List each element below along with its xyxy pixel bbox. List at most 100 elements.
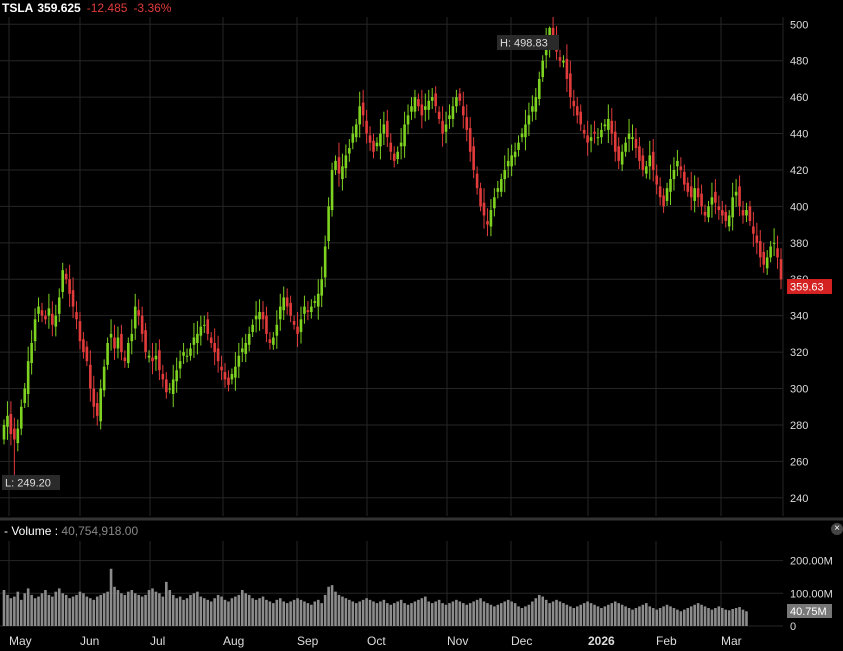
candle-body bbox=[410, 106, 413, 112]
volume-tick-label: 0 bbox=[790, 621, 796, 633]
volume-bar bbox=[610, 603, 614, 626]
volume-bar bbox=[420, 598, 424, 626]
volume-bar bbox=[389, 604, 393, 626]
close-volume-panel-button[interactable]: × bbox=[831, 523, 843, 535]
candle-body bbox=[247, 333, 251, 345]
candle-body bbox=[752, 226, 755, 234]
volume-bar bbox=[700, 604, 703, 626]
volume-bar bbox=[261, 596, 265, 626]
volume-bar bbox=[620, 604, 624, 626]
candle-body bbox=[720, 210, 724, 216]
candle-body bbox=[244, 342, 248, 354]
volume-bar bbox=[513, 603, 517, 626]
volume-bar bbox=[330, 585, 334, 626]
ticker-change-pct: -3.36% bbox=[133, 1, 172, 15]
candle-body bbox=[427, 100, 431, 110]
candle-body bbox=[444, 124, 448, 132]
candle-body bbox=[741, 210, 745, 216]
volume-bar bbox=[64, 594, 68, 626]
candle-body bbox=[731, 197, 734, 218]
volume-bar bbox=[430, 603, 434, 626]
candle-body bbox=[127, 342, 130, 364]
candle-body bbox=[565, 58, 569, 79]
candle-body bbox=[71, 290, 75, 307]
candle-body bbox=[68, 279, 71, 294]
candle-body bbox=[33, 319, 37, 342]
volume-collapse-dash[interactable]: - bbox=[4, 524, 8, 538]
candle-body bbox=[506, 160, 510, 167]
volume-bar bbox=[624, 606, 627, 626]
volume-bar bbox=[54, 591, 58, 626]
volume-bar bbox=[313, 601, 317, 626]
volume-bar bbox=[434, 601, 437, 626]
volume-bar bbox=[337, 594, 341, 626]
volume-bar bbox=[582, 603, 586, 626]
candle-body bbox=[551, 27, 555, 39]
candle-body bbox=[700, 193, 703, 207]
candle-body bbox=[482, 202, 486, 216]
candle-body bbox=[755, 235, 759, 243]
candle-body bbox=[282, 297, 286, 311]
volume-bar bbox=[406, 604, 410, 626]
candle-body bbox=[99, 388, 102, 422]
volume-bar bbox=[275, 599, 279, 626]
candle-body bbox=[399, 142, 403, 147]
volume-bar bbox=[71, 596, 75, 626]
volume-bar bbox=[289, 601, 292, 626]
candle-body bbox=[354, 124, 358, 138]
candle-body bbox=[54, 315, 58, 327]
candle-body bbox=[320, 279, 324, 296]
volume-bar bbox=[140, 596, 144, 626]
volume-bar bbox=[296, 598, 299, 626]
volume-bar bbox=[165, 581, 168, 626]
volume-bar bbox=[303, 601, 306, 626]
volume-bar bbox=[123, 594, 127, 626]
candle-body bbox=[265, 315, 268, 334]
price-tick-label: 440 bbox=[790, 129, 808, 141]
candle-body bbox=[382, 124, 386, 134]
candle-body bbox=[285, 297, 289, 307]
candle-body bbox=[341, 166, 344, 180]
candle-body bbox=[133, 306, 137, 329]
candle-body bbox=[375, 142, 379, 147]
time-axis: May Jun Jul Aug Sep Oct Nov Dec 2026 Feb Mar bbox=[9, 634, 742, 648]
volume-bar bbox=[348, 599, 351, 626]
candle-body bbox=[116, 337, 120, 349]
candle-body bbox=[779, 259, 783, 280]
volume-bar bbox=[648, 606, 652, 626]
ticker-symbol: TSLA bbox=[2, 1, 34, 15]
candle-body bbox=[237, 355, 241, 367]
volume-bar bbox=[600, 608, 603, 626]
volume-bar bbox=[738, 607, 741, 626]
candle-body bbox=[613, 131, 617, 152]
volume-tick-label: 200.00M bbox=[790, 556, 833, 568]
volume-bar bbox=[299, 599, 303, 626]
volume-bar bbox=[2, 590, 6, 626]
candle-body bbox=[527, 115, 531, 125]
volume-bar bbox=[365, 598, 368, 626]
volume-bar bbox=[444, 604, 448, 626]
ticker-change: -12.485 bbox=[86, 1, 128, 15]
volume-bar bbox=[596, 606, 600, 626]
volume-bar bbox=[575, 606, 579, 626]
candle-body bbox=[406, 115, 410, 125]
candle-body bbox=[724, 211, 728, 221]
candle-body bbox=[461, 106, 465, 116]
volume-bar bbox=[178, 596, 182, 626]
volume-bar bbox=[527, 604, 531, 626]
candle-body bbox=[61, 270, 65, 292]
volume-bar bbox=[202, 598, 206, 626]
volume-bar bbox=[44, 590, 47, 626]
volume-bar bbox=[734, 608, 738, 626]
price-tick-label: 500 bbox=[790, 19, 808, 31]
candle-body bbox=[289, 302, 292, 316]
candle-body bbox=[620, 151, 624, 165]
candle-body bbox=[303, 306, 306, 314]
volume-bar bbox=[741, 609, 745, 626]
volume-bar bbox=[437, 599, 441, 626]
volume-bar bbox=[154, 591, 158, 626]
time-tick-label: Sep bbox=[297, 634, 319, 648]
candle-body bbox=[368, 135, 372, 143]
price-gridlines bbox=[0, 17, 784, 516]
